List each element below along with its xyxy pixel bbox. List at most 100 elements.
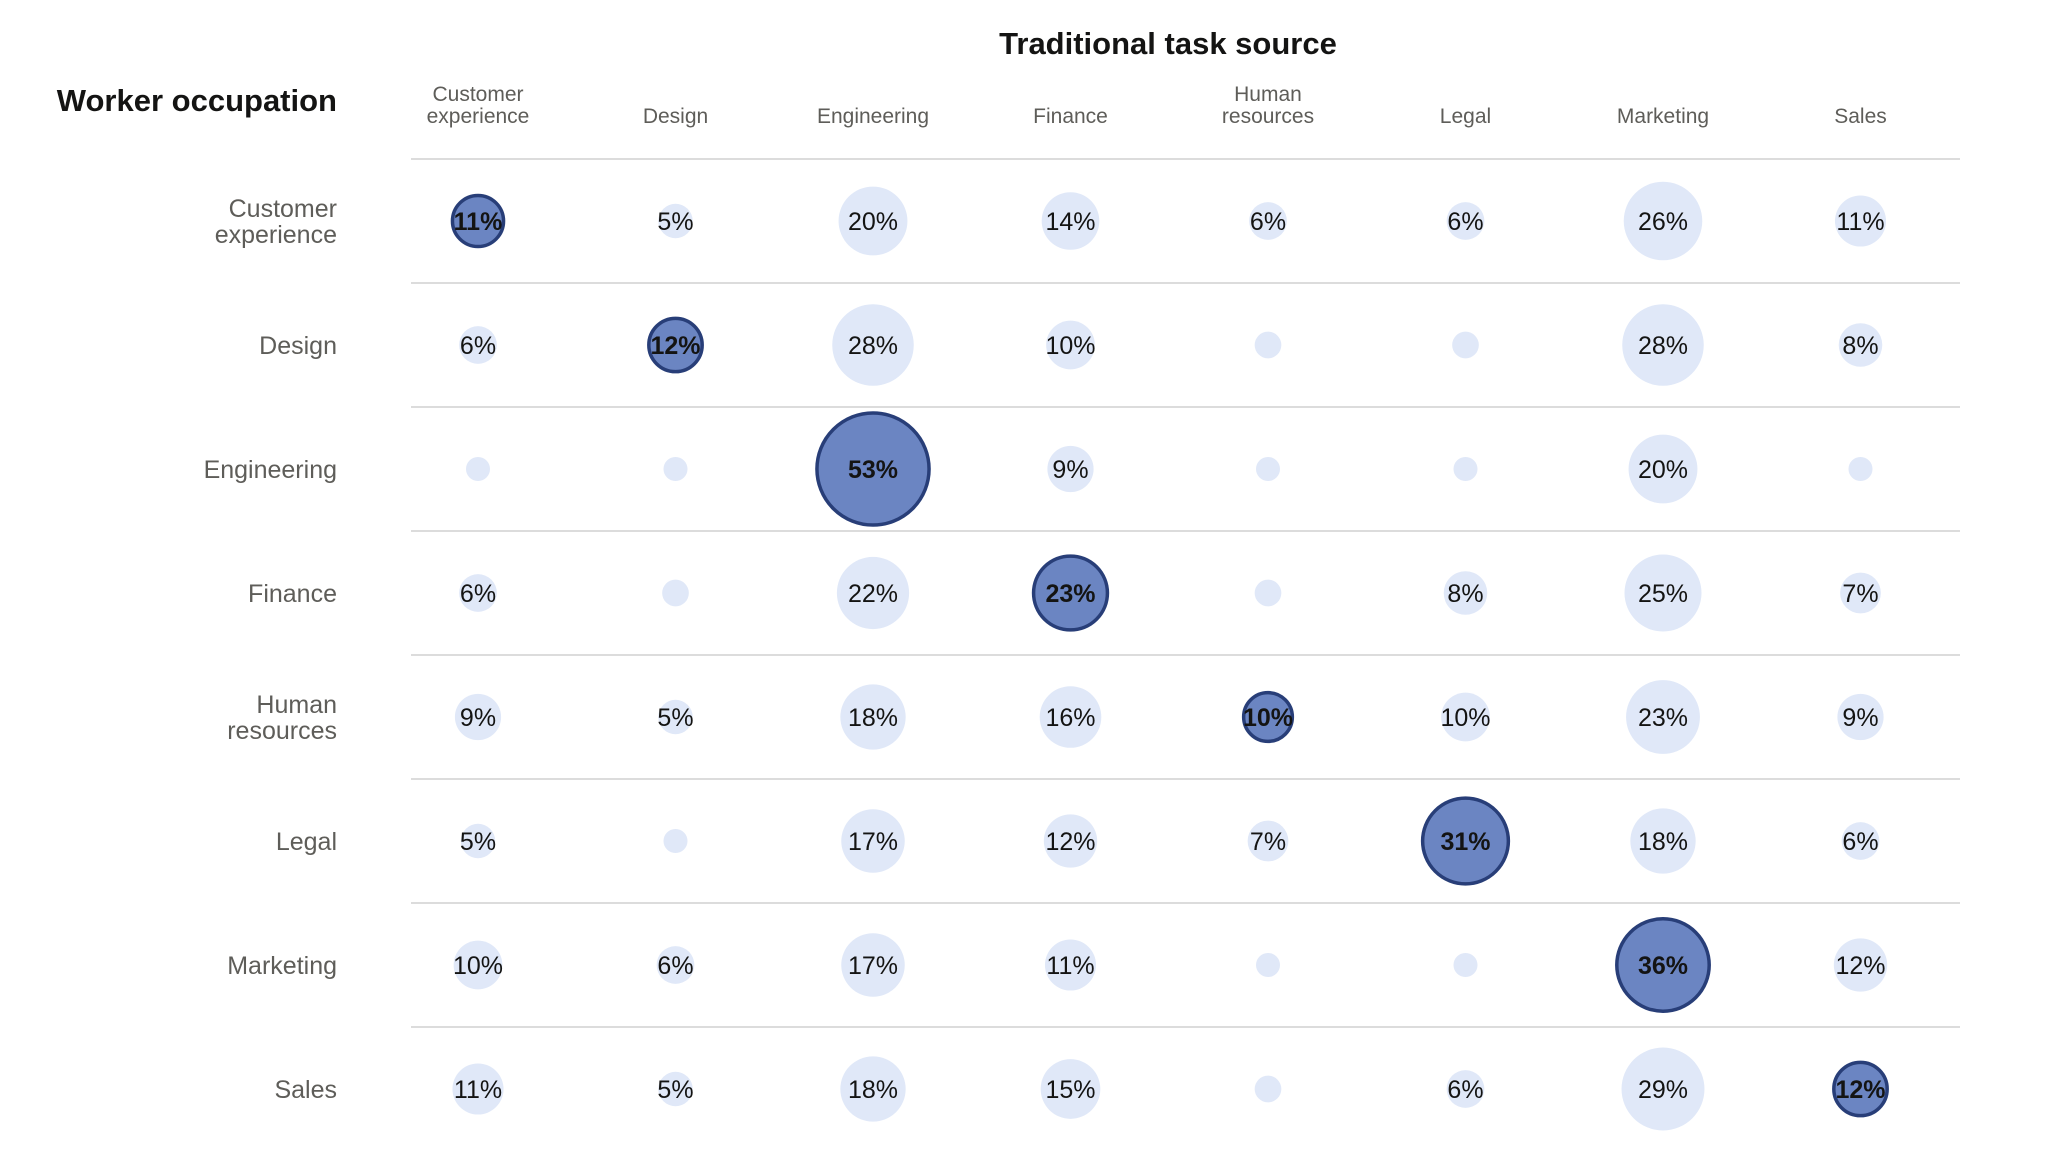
bubble: [1443, 571, 1488, 615]
bubble-diagonal: [1615, 917, 1711, 1013]
bubble: [1441, 692, 1490, 742]
bubble: [838, 186, 908, 256]
bubble-label: 26%: [1638, 208, 1688, 236]
bubble-label: 9%: [1052, 456, 1088, 484]
bubble-label: 28%: [848, 332, 898, 360]
bubble-diagonal: [647, 316, 704, 374]
bubble: [1041, 192, 1100, 250]
row-label: Human resources: [227, 691, 337, 745]
bubble-label: 6%: [1447, 208, 1483, 236]
bubble: [1446, 202, 1485, 240]
bubble-label: 14%: [1045, 208, 1095, 236]
bubble-label: 20%: [848, 208, 898, 236]
bubble: [1043, 814, 1098, 868]
chart-title: Traditional task source: [999, 26, 1337, 61]
bubble: [1040, 1059, 1101, 1119]
bubble: [1039, 686, 1102, 748]
bubble: [466, 457, 490, 481]
bubble: [656, 946, 695, 984]
bubble-label: 8%: [1842, 332, 1878, 360]
bubble: [1630, 808, 1696, 874]
bubble: [459, 574, 497, 612]
bubble: [1621, 1047, 1705, 1131]
bubble: [1628, 434, 1698, 504]
bubble: [832, 304, 914, 386]
bubble: [840, 1056, 906, 1122]
bubble-label: 22%: [848, 580, 898, 608]
bubble: [1254, 331, 1282, 359]
bubble-label: 17%: [848, 952, 898, 980]
bubble: [1837, 693, 1884, 741]
bubble-diagonal: [1420, 796, 1511, 886]
bubble: [452, 1063, 504, 1115]
bubble-label: 6%: [460, 580, 496, 608]
bubble: [658, 1071, 693, 1107]
row-axis-title: Worker occupation: [57, 83, 337, 118]
bubble: [1833, 938, 1888, 992]
bubble-label: 5%: [657, 704, 693, 732]
bubble-label: 9%: [460, 704, 496, 732]
bubble-diagonal: [1241, 690, 1295, 744]
bubble: [1623, 181, 1703, 261]
bubble: [658, 699, 693, 735]
bubble: [460, 823, 496, 859]
bubble-label: 20%: [1638, 456, 1688, 484]
bubble-label: 23%: [1638, 704, 1688, 732]
bubble: [841, 809, 905, 873]
bubble: [1047, 445, 1094, 493]
bubble: [658, 203, 693, 239]
column-label: Finance: [1033, 105, 1108, 128]
bubble: [454, 693, 502, 741]
bubble-label: 6%: [1447, 1076, 1483, 1104]
bubble-label: 36%: [1638, 952, 1688, 980]
bubble: [1624, 554, 1702, 632]
column-label: Customer experience: [427, 83, 530, 128]
bubble-label: 53%: [848, 456, 898, 484]
bubble-label: 10%: [453, 952, 503, 980]
bubble: [1044, 939, 1097, 991]
bubble-label: 11%: [454, 1076, 502, 1104]
bubble: [1446, 1070, 1485, 1108]
bubble: [1254, 1075, 1282, 1103]
row-label: Sales: [274, 1076, 337, 1104]
bubble: [662, 579, 689, 607]
bubble-label: 18%: [848, 1076, 898, 1104]
row-label: Customer experience: [215, 195, 337, 249]
column-label: Human resources: [1222, 83, 1314, 128]
bubble: [1841, 822, 1880, 860]
bubble-label: 29%: [1638, 1076, 1688, 1104]
cell-labels: 11% 5% 20% 14% 6% 6% 26% 11% 6% 12% 28% 10% 28% 8% 53%…: [453, 208, 1886, 1104]
bubble-diagonal: [450, 193, 506, 249]
bubble: [1626, 680, 1700, 754]
bubble-label: 11%: [1836, 208, 1884, 236]
bubble-label: 11%: [1046, 952, 1094, 980]
row-label: Engineering: [204, 456, 337, 484]
bubble: [840, 684, 906, 750]
bubble-label: 25%: [1638, 580, 1688, 608]
bubble-label: 6%: [1250, 208, 1286, 236]
bubble: [841, 933, 905, 997]
bubble-diagonal: [1832, 1060, 1889, 1118]
bubble-label: 10%: [1440, 704, 1490, 732]
bubble-label: 6%: [1842, 828, 1878, 856]
bubble: [1834, 195, 1887, 247]
bubble: [1453, 457, 1478, 481]
column-label: Legal: [1440, 105, 1491, 128]
bubble: [663, 829, 688, 853]
bubble-label: 5%: [460, 828, 496, 856]
bubble-label: 10%: [1045, 332, 1095, 360]
bubble-label: 9%: [1842, 704, 1878, 732]
bubble: [1046, 320, 1095, 370]
grid-lines: [411, 158, 1960, 1028]
bubble-label: 12%: [1045, 828, 1095, 856]
bubble-label: 6%: [460, 332, 496, 360]
bubble-label: 18%: [1638, 828, 1688, 856]
bubble: [1838, 323, 1883, 367]
bubble-label: 5%: [657, 208, 693, 236]
bubble: [836, 556, 910, 630]
bubble-label: 7%: [1842, 580, 1878, 608]
bubble: [1622, 304, 1704, 386]
bubble: [1848, 457, 1873, 481]
bubble: [1256, 953, 1280, 977]
